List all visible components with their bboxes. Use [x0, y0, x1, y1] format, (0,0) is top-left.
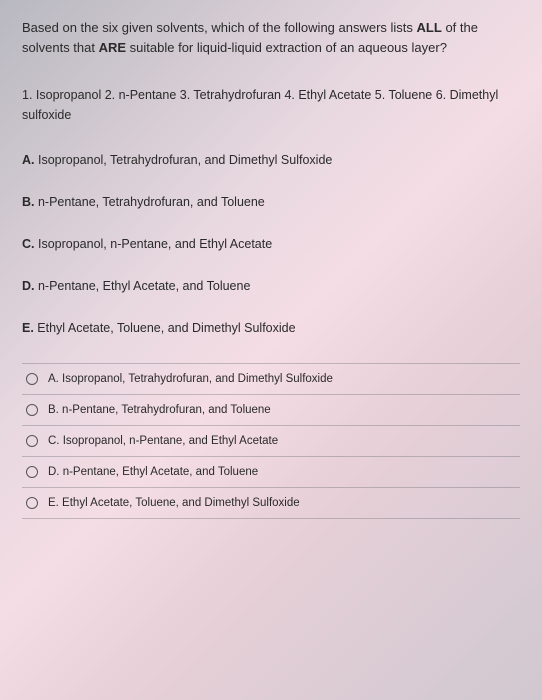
radio-icon[interactable]: [26, 404, 38, 416]
solvent-list: 1. Isopropanol 2. n-Pentane 3. Tetrahydr…: [22, 85, 520, 125]
radio-icon[interactable]: [26, 373, 38, 385]
answer-e-text: Ethyl Acetate, Toluene, and Dimethyl Sul…: [34, 321, 296, 335]
answer-c-label: C.: [22, 237, 35, 251]
answer-c: C. Isopropanol, n-Pentane, and Ethyl Ace…: [22, 237, 520, 251]
answer-b: B. n-Pentane, Tetrahydrofuran, and Tolue…: [22, 195, 520, 209]
stem-bold-2: ARE: [99, 40, 126, 55]
stem-text-1: Based on the six given solvents, which o…: [22, 20, 417, 35]
answer-d-label: D.: [22, 279, 35, 293]
radio-icon[interactable]: [26, 435, 38, 447]
answer-e-label: E.: [22, 321, 34, 335]
answer-a-text: Isopropanol, Tetrahydrofuran, and Dimeth…: [35, 153, 333, 167]
answer-d: D. n-Pentane, Ethyl Acetate, and Toluene: [22, 279, 520, 293]
option-b[interactable]: B. n-Pentane, Tetrahydrofuran, and Tolue…: [22, 395, 520, 426]
answer-b-label: B.: [22, 195, 35, 209]
option-d-text: D. n-Pentane, Ethyl Acetate, and Toluene: [48, 466, 516, 478]
answer-a: A. Isopropanol, Tetrahydrofuran, and Dim…: [22, 153, 520, 167]
option-e-text: E. Ethyl Acetate, Toluene, and Dimethyl …: [48, 497, 516, 509]
option-d[interactable]: D. n-Pentane, Ethyl Acetate, and Toluene: [22, 457, 520, 488]
option-c[interactable]: C. Isopropanol, n-Pentane, and Ethyl Ace…: [22, 426, 520, 457]
radio-icon[interactable]: [26, 497, 38, 509]
option-a-text: A. Isopropanol, Tetrahydrofuran, and Dim…: [48, 373, 516, 385]
question-stem: Based on the six given solvents, which o…: [22, 18, 520, 57]
option-e[interactable]: E. Ethyl Acetate, Toluene, and Dimethyl …: [22, 488, 520, 519]
answer-b-text: n-Pentane, Tetrahydrofuran, and Toluene: [35, 195, 265, 209]
stem-text-3: suitable for liquid-liquid extraction of…: [126, 40, 447, 55]
answer-a-label: A.: [22, 153, 35, 167]
answer-c-text: Isopropanol, n-Pentane, and Ethyl Acetat…: [35, 237, 273, 251]
option-c-text: C. Isopropanol, n-Pentane, and Ethyl Ace…: [48, 435, 516, 447]
answer-d-text: n-Pentane, Ethyl Acetate, and Toluene: [35, 279, 251, 293]
option-b-text: B. n-Pentane, Tetrahydrofuran, and Tolue…: [48, 404, 516, 416]
options-list: A. Isopropanol, Tetrahydrofuran, and Dim…: [22, 363, 520, 519]
stem-bold-1: ALL: [417, 20, 442, 35]
answer-e: E. Ethyl Acetate, Toluene, and Dimethyl …: [22, 321, 520, 335]
radio-icon[interactable]: [26, 466, 38, 478]
option-a[interactable]: A. Isopropanol, Tetrahydrofuran, and Dim…: [22, 364, 520, 395]
